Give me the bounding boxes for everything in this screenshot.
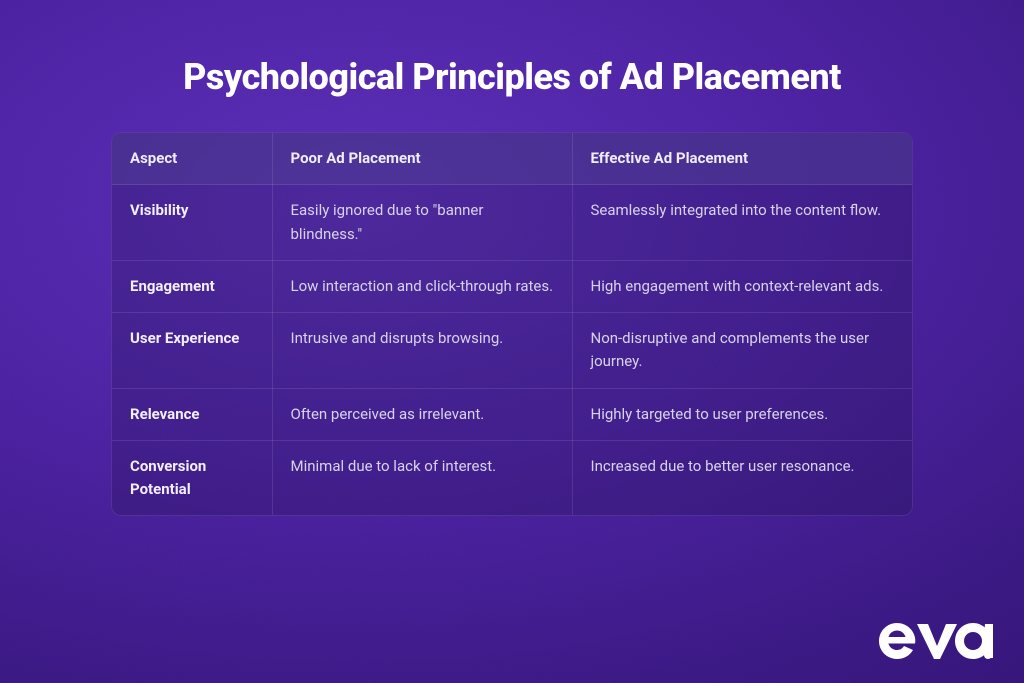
cell-effective: Highly targeted to user preferences. [572, 388, 912, 440]
cell-effective: Seamlessly integrated into the content f… [572, 185, 912, 261]
cell-poor: Intrusive and disrupts browsing. [272, 313, 572, 389]
cell-poor: Minimal due to lack of interest. [272, 440, 572, 515]
table-header-row: Aspect Poor Ad Placement Effective Ad Pl… [112, 133, 912, 185]
col-header-aspect: Aspect [112, 133, 272, 185]
cell-aspect: Conversion Potential [112, 440, 272, 515]
cell-poor: Often perceived as irrelevant. [272, 388, 572, 440]
table-row: Visibility Easily ignored due to "banner… [112, 185, 912, 261]
table-row: Conversion Potential Minimal due to lack… [112, 440, 912, 515]
table-row: Engagement Low interaction and click-thr… [112, 260, 912, 312]
cell-poor: Low interaction and click-through rates. [272, 260, 572, 312]
table-row: Relevance Often perceived as irrelevant.… [112, 388, 912, 440]
cell-effective: High engagement with context-relevant ad… [572, 260, 912, 312]
cell-aspect: Engagement [112, 260, 272, 312]
table-row: User Experience Intrusive and disrupts b… [112, 313, 912, 389]
col-header-effective: Effective Ad Placement [572, 133, 912, 185]
cell-effective: Non-disruptive and complements the user … [572, 313, 912, 389]
comparison-table-wrap: Aspect Poor Ad Placement Effective Ad Pl… [111, 132, 913, 516]
cell-effective: Increased due to better user resonance. [572, 440, 912, 515]
cell-aspect: User Experience [112, 313, 272, 389]
cell-aspect: Visibility [112, 185, 272, 261]
page-title: Psychological Principles of Ad Placement [183, 56, 841, 98]
content-area: Psychological Principles of Ad Placement… [0, 0, 1024, 683]
comparison-table: Aspect Poor Ad Placement Effective Ad Pl… [112, 133, 912, 515]
cell-poor: Easily ignored due to "banner blindness.… [272, 185, 572, 261]
col-header-poor: Poor Ad Placement [272, 133, 572, 185]
eva-logo-icon [874, 610, 994, 665]
cell-aspect: Relevance [112, 388, 272, 440]
brand-logo [874, 610, 994, 665]
